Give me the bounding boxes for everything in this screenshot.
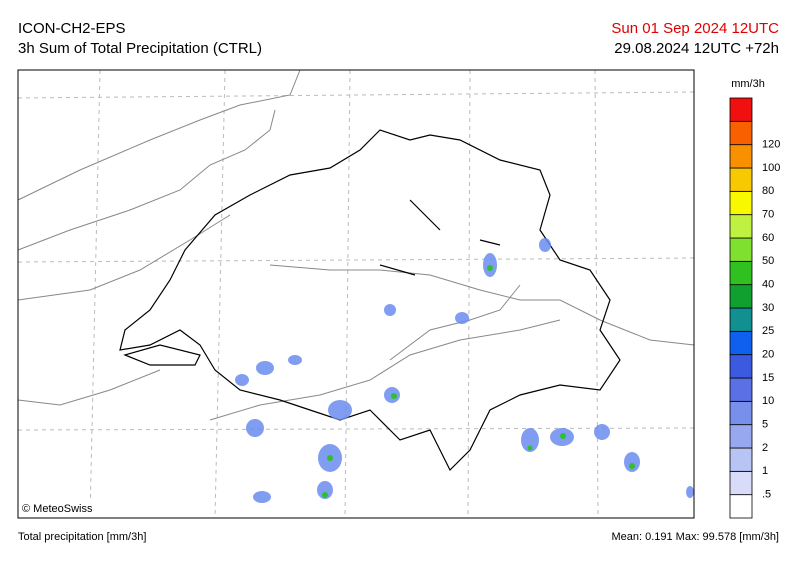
colorbar-box bbox=[729, 260, 753, 286]
colorbar-label: 15 bbox=[762, 372, 774, 384]
colorbar-box bbox=[729, 284, 753, 309]
colorbar-box bbox=[729, 470, 753, 496]
colorbar-box bbox=[729, 167, 753, 192]
colorbar-label: 50 bbox=[762, 255, 774, 267]
colorbar-label: 60 bbox=[762, 232, 774, 244]
colorbar-label: 10 bbox=[762, 395, 774, 407]
colorbar-label: 25 bbox=[762, 325, 774, 337]
colorbar-box bbox=[729, 447, 753, 472]
colorbar-label: 70 bbox=[762, 209, 774, 221]
colorbar-box bbox=[729, 354, 753, 379]
colorbar-label: 40 bbox=[762, 279, 774, 291]
colorbar-label: 120 bbox=[762, 139, 780, 151]
copyright: © MeteoSwiss bbox=[22, 503, 93, 515]
colorbar-box bbox=[729, 424, 753, 449]
colorbar-label: 30 bbox=[762, 302, 774, 314]
colorbar-box bbox=[729, 190, 753, 216]
colorbar-box bbox=[729, 144, 753, 169]
product-title: 3h Sum of Total Precipitation (CTRL) bbox=[18, 40, 262, 57]
map: © MeteoSwiss bbox=[17, 69, 695, 519]
precip-cores bbox=[322, 265, 635, 498]
footer-stats: Mean: 0.191 Max: 99.578 [mm/3h] bbox=[611, 531, 779, 543]
colorbar-unit: mm/3h bbox=[731, 78, 765, 90]
colorbar-label: 1 bbox=[762, 465, 768, 477]
valid-time: Sun 01 Sep 2024 12UTC bbox=[611, 20, 779, 37]
colorbar-box bbox=[729, 494, 753, 519]
colorbar-label: 100 bbox=[762, 162, 780, 174]
colorbar-box bbox=[729, 97, 753, 122]
run-time: 29.08.2024 12UTC +72h bbox=[614, 40, 779, 57]
colorbar-label: 20 bbox=[762, 349, 774, 361]
colorbar-box bbox=[729, 120, 753, 146]
colorbar-box bbox=[729, 400, 753, 426]
colorbar-label: 2 bbox=[762, 442, 768, 454]
model-title: ICON-CH2-EPS bbox=[18, 20, 126, 37]
colorbar-label: 80 bbox=[762, 185, 774, 197]
colorbar-box bbox=[729, 307, 753, 332]
colorbar-label: 5 bbox=[762, 419, 768, 431]
colorbar-box bbox=[729, 214, 753, 239]
footer-label: Total precipitation [mm/3h] bbox=[18, 531, 146, 543]
colorbar-label: .5 bbox=[762, 489, 771, 501]
colorbar-box bbox=[729, 377, 753, 402]
colorbar-box bbox=[729, 237, 753, 262]
colorbar-box bbox=[729, 330, 753, 356]
